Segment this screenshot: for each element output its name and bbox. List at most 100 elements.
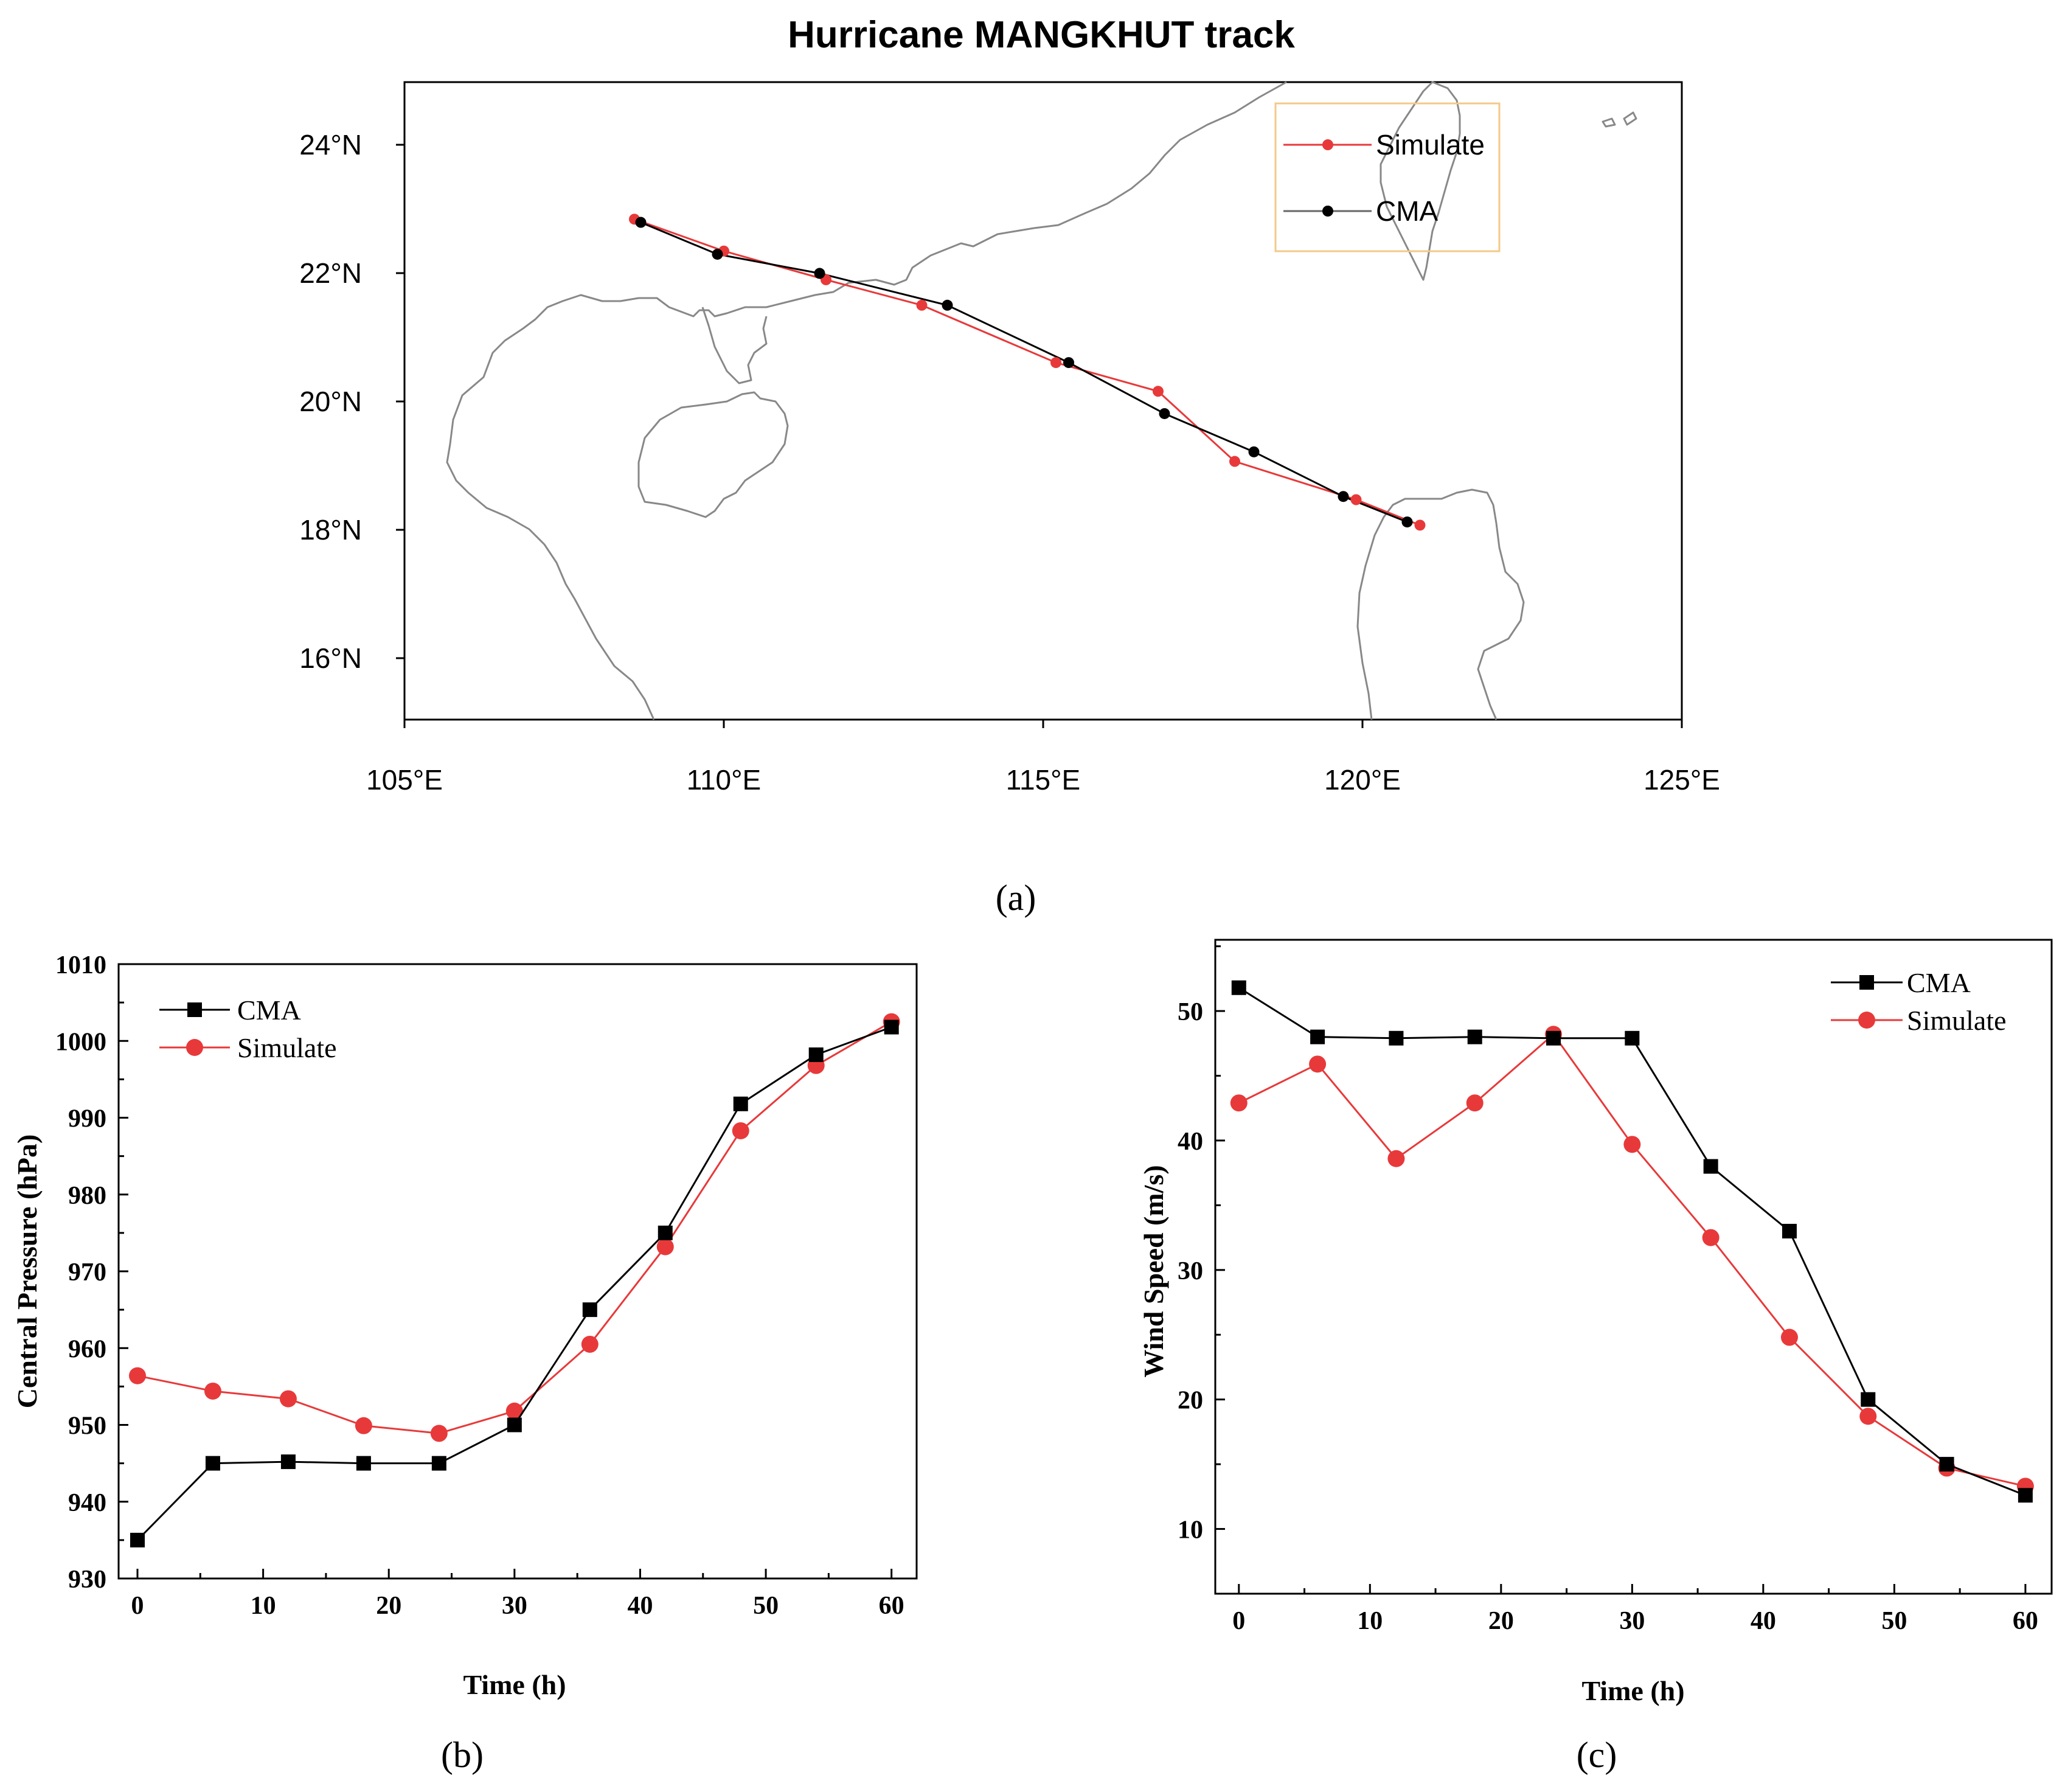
point-simulate	[1230, 1094, 1248, 1112]
map-x-tick-label: 110°E	[687, 764, 761, 796]
track-point-cma	[635, 217, 647, 228]
point-cma	[1939, 1457, 1954, 1472]
point-simulate	[1387, 1150, 1405, 1167]
wind-y-axis-label: Wind Speed (m/s)	[1138, 1165, 1169, 1377]
track-point-cma	[712, 248, 723, 260]
point-simulate	[581, 1335, 599, 1353]
coastline-luzon	[1356, 488, 1525, 720]
point-simulate	[204, 1382, 221, 1400]
panel-label-b: (b)	[441, 1735, 484, 1775]
track-point-simulate	[1153, 386, 1164, 397]
track-point-cma	[1338, 491, 1349, 502]
map-legend: Simulate CMA	[1274, 102, 1501, 252]
wind-legend: CMA Simulate	[1831, 967, 2007, 1036]
x-tick-label: 0	[1232, 1607, 1245, 1635]
point-cma	[1546, 1030, 1561, 1046]
pressure-chart-panel: 0 10 20 30 40 50 60 930 940 950 960 970 980 990 1000 10…	[12, 951, 918, 1775]
track-point-cma	[1248, 446, 1260, 457]
point-cma	[130, 1532, 145, 1547]
point-simulate	[656, 1238, 674, 1255]
point-simulate	[1466, 1094, 1484, 1112]
panel-label-c: (c)	[1577, 1735, 1617, 1775]
track-point-simulate	[1414, 519, 1426, 531]
y-tick-label: 940	[68, 1489, 106, 1517]
legend-cma-label: CMA	[1376, 195, 1439, 227]
coastline-mainland	[446, 81, 1287, 720]
map-frame	[403, 81, 1683, 721]
track-point-simulate	[1350, 494, 1362, 505]
series-line-simulate	[1238, 1033, 2026, 1487]
legend-simulate-marker	[1858, 1012, 1875, 1029]
wind-chart-panel: 0 10 20 30 40 50 60 10 20 30 40 50 Time (h) Wind Sp…	[1138, 939, 2053, 1775]
point-cma	[1625, 1030, 1640, 1046]
point-simulate	[1623, 1136, 1641, 1153]
track-point-simulate	[1050, 357, 1061, 369]
point-cma	[1310, 1029, 1325, 1044]
y-tick-label: 1000	[55, 1028, 106, 1056]
point-simulate	[355, 1417, 372, 1434]
legend-cma-label: CMA	[1907, 967, 1971, 998]
x-tick-label: 10	[1357, 1607, 1383, 1635]
map-y-tick-label: 24°N	[299, 129, 362, 161]
map-legend-box	[1274, 102, 1501, 252]
track-point-cma	[942, 299, 953, 311]
map-x-tick-label: 125°E	[1643, 764, 1720, 796]
x-tick-label: 10	[251, 1592, 276, 1620]
y-tick-label: 990	[68, 1105, 106, 1133]
y-tick-label: 930	[68, 1566, 106, 1594]
x-tick-label: 40	[1751, 1607, 1776, 1635]
point-simulate	[128, 1367, 146, 1384]
point-simulate	[505, 1402, 523, 1420]
legend-simulate-label: Simulate	[1376, 129, 1485, 161]
y-tick-label: 960	[68, 1335, 106, 1363]
coastline-taiwan	[1380, 81, 1461, 281]
point-cma	[1389, 1030, 1404, 1046]
y-tick-label: 980	[68, 1182, 106, 1210]
legend-cma-marker	[187, 1002, 202, 1017]
map-y-tick-label: 22°N	[299, 257, 362, 289]
map-y-tick-label: 16°N	[299, 642, 362, 674]
point-cma	[356, 1456, 371, 1471]
series-line-cma	[1238, 987, 2026, 1496]
x-tick-label: 50	[753, 1592, 779, 1620]
wind-ticks: 0 10 20 30 40 50 60 10 20 30 40 50	[1178, 945, 2038, 1635]
track-series	[629, 214, 1426, 531]
point-cma	[1861, 1392, 1876, 1407]
x-tick-label: 40	[627, 1592, 653, 1620]
point-simulate	[1309, 1055, 1327, 1073]
map-y-tick-label: 18°N	[299, 514, 362, 546]
y-tick-label: 50	[1178, 998, 1203, 1026]
panel-label-a: (a)	[996, 878, 1036, 918]
legend-simulate-label: Simulate	[237, 1032, 337, 1063]
point-simulate	[1859, 1408, 1877, 1425]
legend-cma-marker	[1322, 206, 1333, 217]
wind-series	[1230, 980, 2034, 1503]
coastlines	[446, 81, 1637, 720]
map-x-tick-label: 105°E	[366, 764, 443, 796]
point-simulate	[1702, 1229, 1720, 1246]
x-tick-label: 50	[1881, 1607, 1907, 1635]
point-cma	[582, 1302, 597, 1318]
track-point-simulate	[916, 299, 928, 311]
point-cma	[280, 1454, 296, 1470]
series-line-simulate	[137, 1021, 892, 1434]
point-simulate	[430, 1425, 448, 1442]
legend-simulate-marker	[1322, 139, 1333, 150]
point-cma	[431, 1456, 446, 1471]
track-point-cma	[1401, 516, 1413, 528]
y-tick-label: 1010	[55, 951, 106, 979]
x-tick-label: 60	[879, 1592, 904, 1620]
point-cma	[733, 1096, 748, 1111]
point-cma	[1782, 1223, 1797, 1238]
x-tick-label: 0	[131, 1592, 144, 1620]
track-point-cma	[814, 268, 825, 279]
track-point-simulate	[1229, 456, 1240, 467]
point-cma	[205, 1456, 220, 1471]
point-cma	[808, 1047, 824, 1062]
pressure-ticks: 0 10 20 30 40 50 60 930 940 950 960 970 980 990 1000 10…	[55, 951, 904, 1620]
pressure-y-axis-label: Central Pressure (hPa)	[12, 1134, 43, 1409]
map-x-axis: 105°E 110°E 115°E 120°E 125°E	[366, 720, 1720, 796]
coastline-islet	[1602, 111, 1637, 128]
point-cma	[884, 1019, 899, 1035]
y-tick-label: 10	[1178, 1516, 1203, 1544]
